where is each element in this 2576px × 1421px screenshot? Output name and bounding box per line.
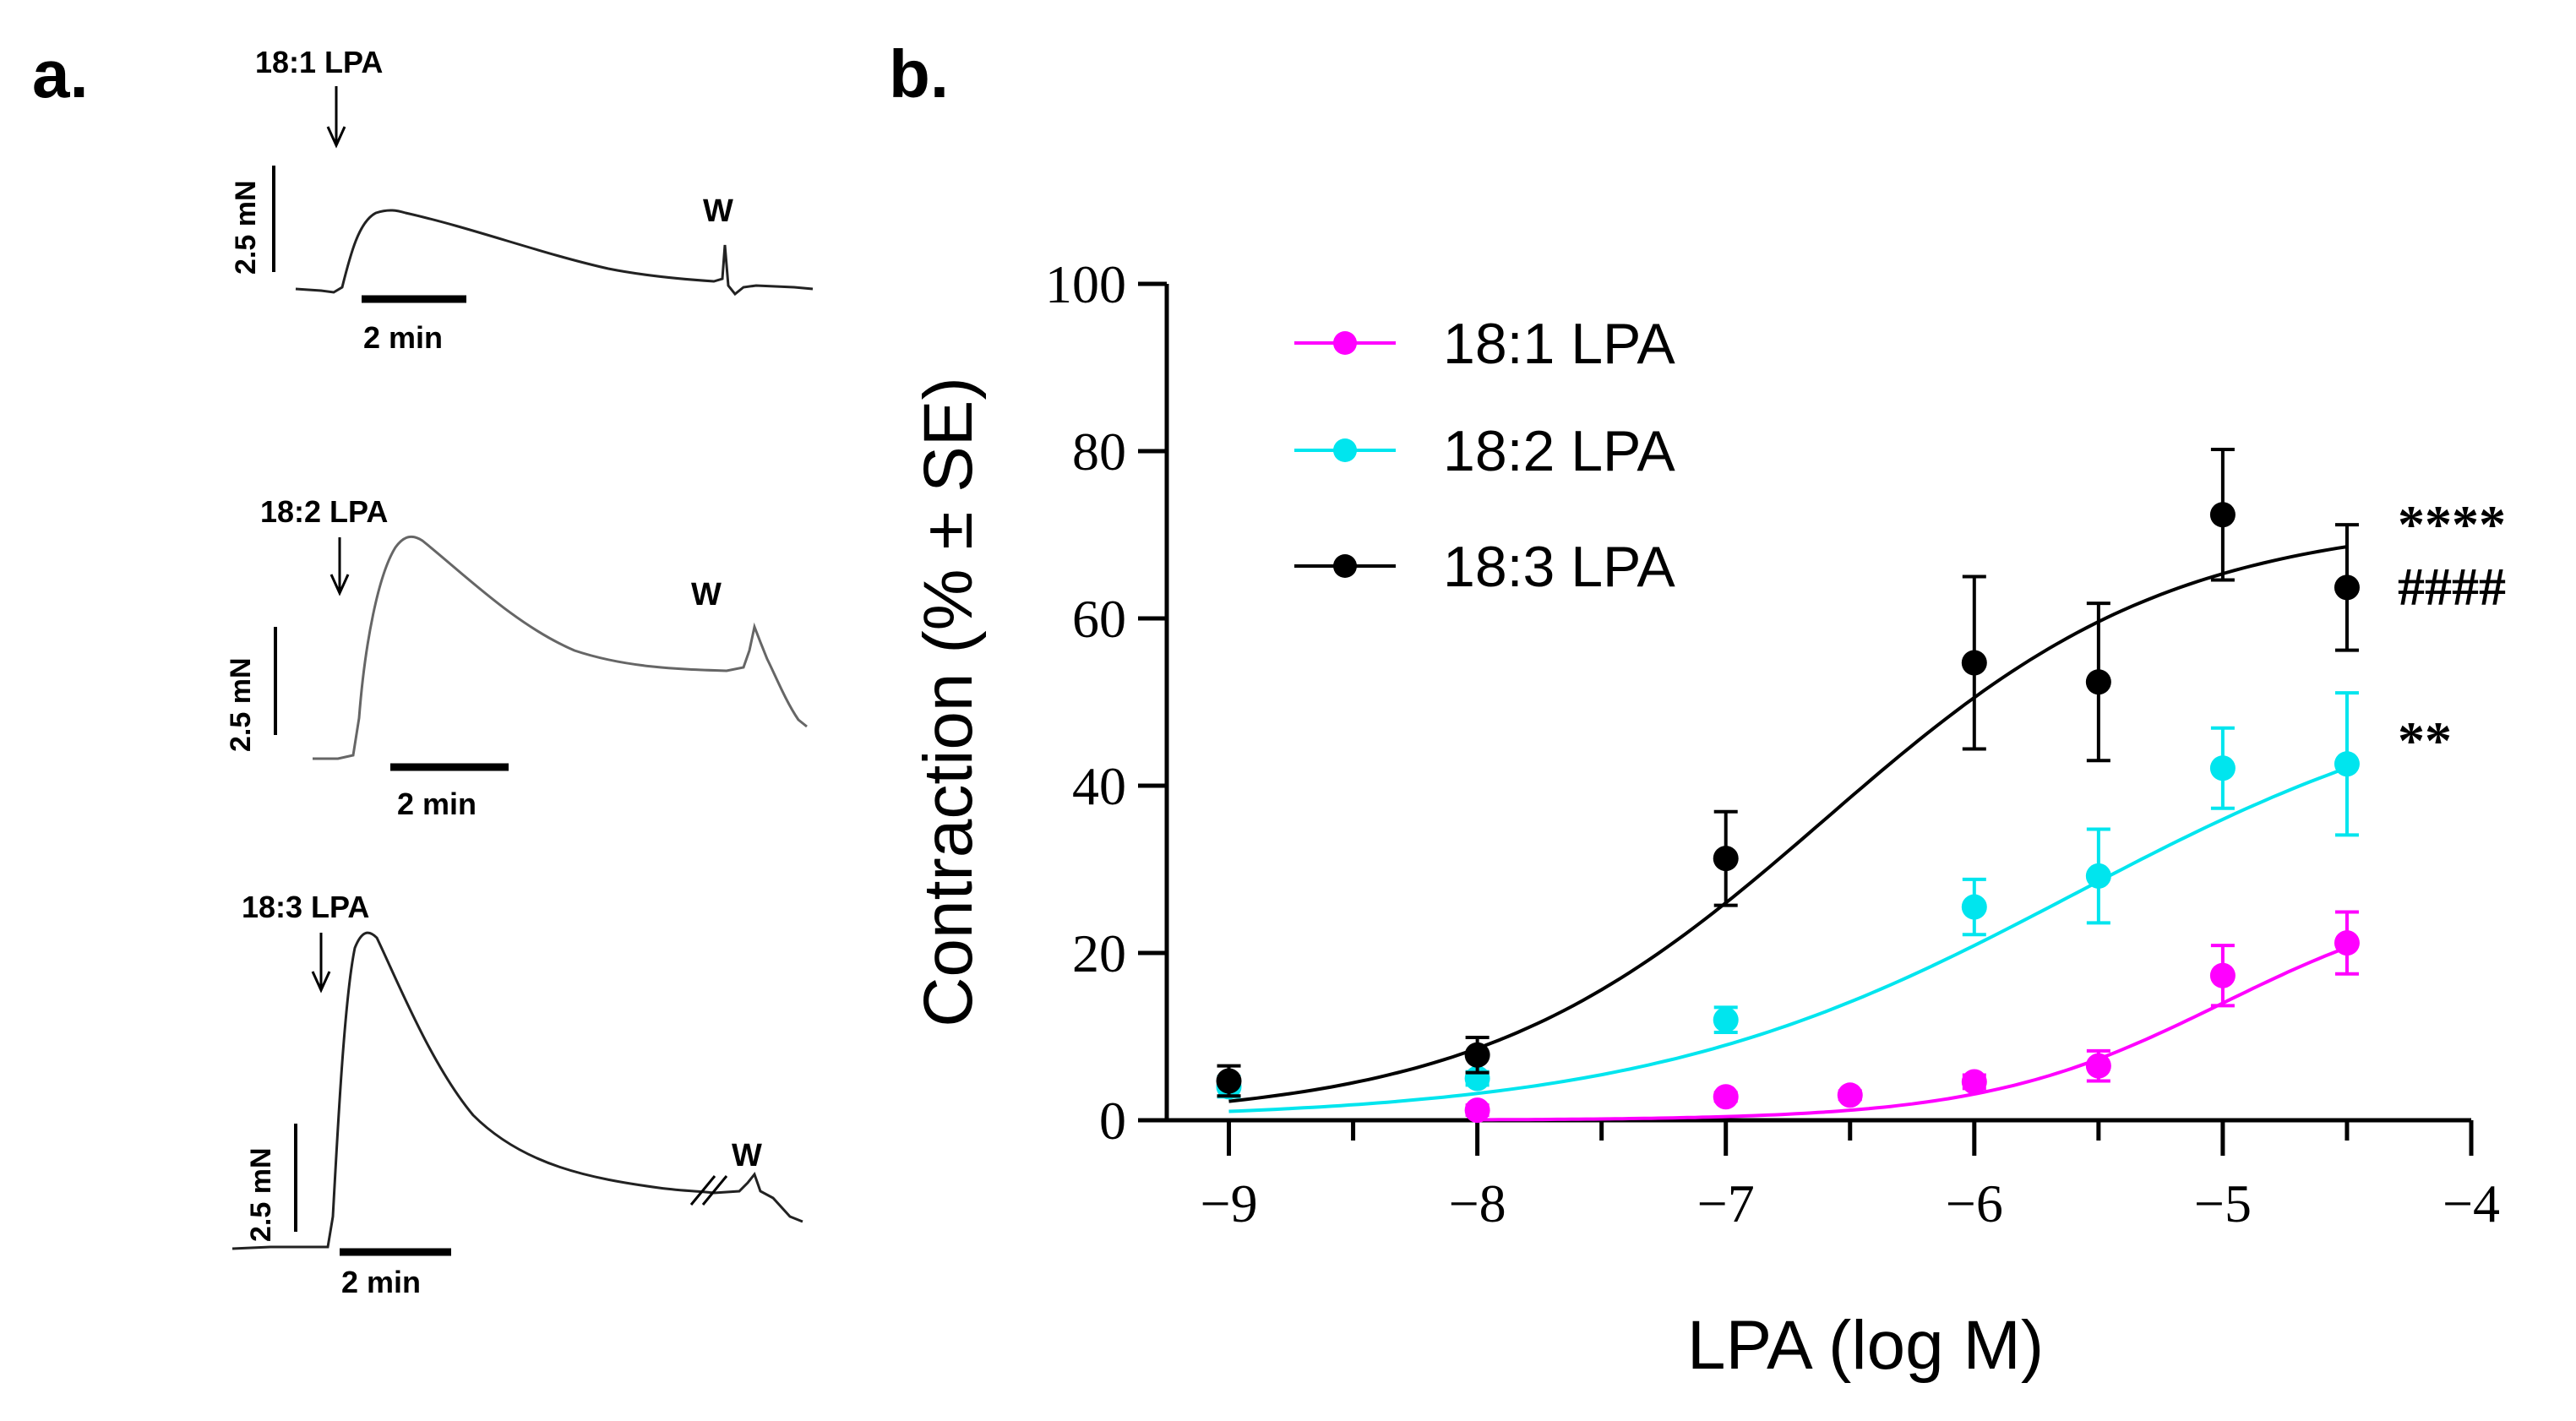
x-axis-title: LPA (log M) bbox=[1687, 1307, 2044, 1384]
dose-response-chart: 0 20 40 60 80 100 −9 −8 −7 −6 −5 −4 Contraction (%… bbox=[910, 254, 2506, 1384]
trace-18-1: 18:1 LPA 2.5 mN W 2 min bbox=[230, 45, 814, 355]
x-tick-label-0: −9 bbox=[1200, 1173, 1257, 1233]
data-point-s0-1 bbox=[1713, 1084, 1739, 1110]
fit-curve-series-0 bbox=[1477, 945, 2348, 1122]
legend-18-3-marker bbox=[1333, 554, 1357, 578]
significance-18-3-hashes: #### bbox=[2398, 557, 2506, 617]
trace-2-force-scale-label: 2.5 mN bbox=[225, 658, 257, 753]
legend-entry-18-3: 18:3 LPA bbox=[1294, 535, 1675, 599]
y-tick-label-0: 0 bbox=[1099, 1091, 1126, 1151]
panel-b-letter: b. bbox=[889, 36, 949, 112]
data-point-s2-5 bbox=[2209, 502, 2236, 528]
data-point-s2-3 bbox=[1961, 650, 1987, 676]
trace-1-arrow-head bbox=[326, 126, 346, 149]
data-point-s1-6 bbox=[2334, 751, 2360, 777]
data-point-s0-6 bbox=[2334, 930, 2360, 956]
legend: 18:1 LPA 18:2 LPA 18:3 LPA bbox=[1294, 312, 1675, 599]
trace-1-agonist-label: 18:1 LPA bbox=[255, 45, 383, 79]
data-point-s2-1 bbox=[1464, 1042, 1490, 1068]
legend-18-1-marker bbox=[1333, 331, 1357, 355]
legend-entry-18-1: 18:1 LPA bbox=[1294, 312, 1675, 376]
trace-3-agonist-label: 18:3 LPA bbox=[242, 890, 369, 924]
data-point-s2-0 bbox=[1216, 1068, 1242, 1094]
data-point-s2-6 bbox=[2334, 574, 2360, 601]
data-point-s2-2 bbox=[1713, 846, 1739, 872]
data-point-s0-2 bbox=[1837, 1082, 1863, 1108]
panel-a-letter: a. bbox=[32, 36, 89, 112]
data-point-s0-0 bbox=[1464, 1097, 1490, 1124]
y-tick-label-20: 20 bbox=[1072, 923, 1126, 983]
significance-18-2-stars: ** bbox=[2398, 710, 2452, 770]
trace-2-signal bbox=[313, 535, 808, 760]
data-point-s1-4 bbox=[2085, 863, 2111, 889]
trace-3-signal bbox=[231, 931, 803, 1250]
y-axis-ticks: 0 20 40 60 80 100 bbox=[1045, 254, 1167, 1151]
trace-3-break-mark-2 bbox=[701, 1175, 728, 1206]
data-point-s0-3 bbox=[1961, 1069, 1987, 1095]
data-point-s2-4 bbox=[2085, 669, 2111, 695]
legend-18-3-label: 18:3 LPA bbox=[1443, 535, 1675, 599]
data-point-s1-2 bbox=[1713, 1007, 1739, 1033]
y-tick-label-80: 80 bbox=[1072, 422, 1126, 482]
x-tick-label-2: −7 bbox=[1697, 1173, 1755, 1233]
trace-3-force-scale-label: 2.5 mN bbox=[245, 1148, 277, 1243]
trace-18-2: 18:2 LPA 2.5 mN W 2 min bbox=[225, 494, 808, 821]
legend-entry-18-2: 18:2 LPA bbox=[1294, 419, 1675, 483]
trace-2-time-scale-label: 2 min bbox=[397, 787, 477, 821]
legend-18-1-label: 18:1 LPA bbox=[1443, 312, 1675, 376]
trace-18-3: 18:3 LPA 2.5 mN W 2 min bbox=[231, 890, 803, 1299]
trace-2-agonist-label: 18:2 LPA bbox=[260, 494, 388, 529]
y-axis-title: Contraction (% ± SE) bbox=[910, 377, 987, 1027]
trace-1-time-scale-label: 2 min bbox=[363, 320, 443, 355]
x-tick-label-4: −5 bbox=[2194, 1173, 2252, 1233]
trace-1-force-scale-label: 2.5 mN bbox=[230, 181, 262, 275]
trace-2-arrow-head bbox=[329, 574, 350, 596]
data-point-s0-5 bbox=[2209, 962, 2236, 988]
fit-curve-series-2 bbox=[1228, 545, 2348, 1103]
fit-curves bbox=[1228, 545, 2348, 1122]
trace-1-washout-label: W bbox=[703, 193, 733, 229]
x-tick-label-1: −8 bbox=[1449, 1173, 1506, 1233]
data-point-s0-4 bbox=[2085, 1053, 2111, 1079]
legend-18-2-marker bbox=[1333, 438, 1357, 462]
data-point-s1-3 bbox=[1961, 894, 1987, 920]
trace-3-washout-label: W bbox=[732, 1138, 762, 1173]
x-tick-label-5: −4 bbox=[2443, 1173, 2500, 1233]
fit-curve-series-1 bbox=[1228, 766, 2348, 1113]
legend-18-2-label: 18:2 LPA bbox=[1443, 419, 1675, 483]
trace-3-time-scale-label: 2 min bbox=[341, 1265, 421, 1299]
y-tick-label-60: 60 bbox=[1072, 589, 1126, 649]
trace-3-break-mark-1 bbox=[689, 1175, 716, 1206]
trace-3-arrow-head bbox=[311, 971, 331, 994]
trace-2-washout-label: W bbox=[691, 577, 722, 612]
trace-1-signal bbox=[295, 209, 814, 297]
significance-18-3-stars: **** bbox=[2398, 494, 2506, 554]
y-tick-label-100: 100 bbox=[1045, 254, 1126, 314]
y-tick-label-40: 40 bbox=[1072, 756, 1126, 816]
x-axis-ticks: −9 −8 −7 −6 −5 −4 bbox=[1200, 1120, 2500, 1233]
data-points bbox=[1216, 448, 2360, 1124]
data-point-s1-5 bbox=[2209, 755, 2236, 781]
x-tick-label-3: −6 bbox=[1946, 1173, 2003, 1233]
